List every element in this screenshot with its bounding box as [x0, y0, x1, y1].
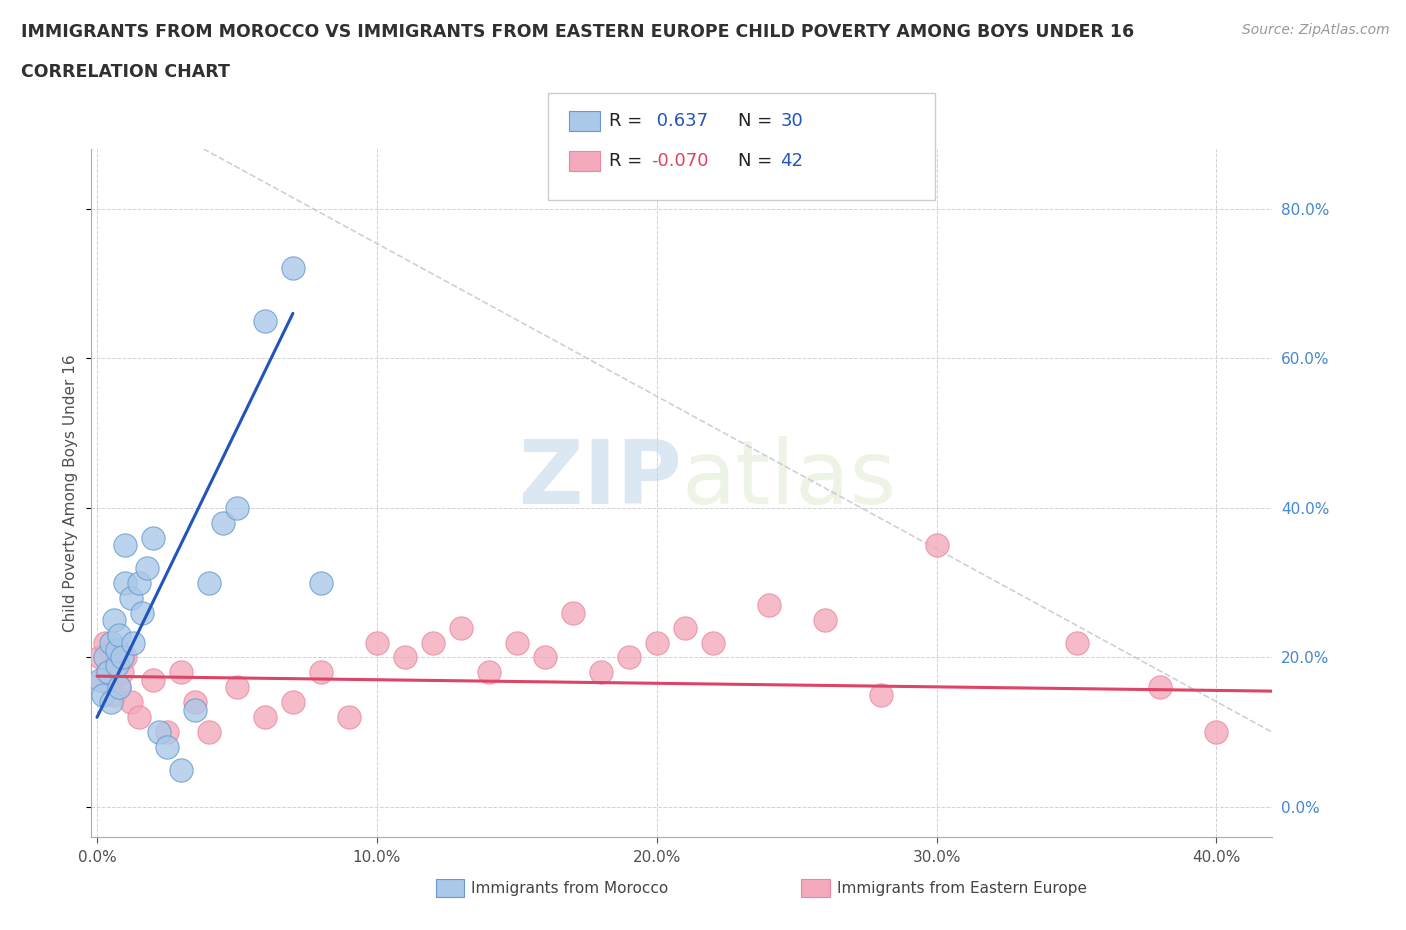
Point — [91, 672, 114, 687]
Point — [184, 695, 207, 710]
Text: 0.637: 0.637 — [651, 112, 709, 130]
Point — [91, 687, 114, 702]
Text: Immigrants from Morocco: Immigrants from Morocco — [471, 881, 668, 896]
Point — [111, 650, 134, 665]
Point — [450, 620, 472, 635]
Point — [1205, 724, 1227, 739]
Point — [120, 591, 142, 605]
Text: N =: N = — [738, 152, 778, 170]
Point — [758, 598, 780, 613]
Point — [105, 643, 128, 658]
Point — [148, 724, 170, 739]
Point — [100, 695, 122, 710]
Point — [103, 687, 125, 702]
Point — [1149, 680, 1171, 695]
Text: 42: 42 — [780, 152, 803, 170]
Point — [309, 665, 332, 680]
Point — [561, 605, 583, 620]
Point — [617, 650, 640, 665]
Point — [122, 635, 145, 650]
Text: Immigrants from Eastern Europe: Immigrants from Eastern Europe — [837, 881, 1087, 896]
Point — [337, 710, 360, 724]
Point — [114, 538, 136, 552]
Y-axis label: Child Poverty Among Boys Under 16: Child Poverty Among Boys Under 16 — [63, 354, 79, 631]
Point — [309, 576, 332, 591]
Point — [131, 605, 153, 620]
Point — [136, 560, 159, 575]
Point — [645, 635, 668, 650]
Text: -0.070: -0.070 — [651, 152, 709, 170]
Point — [97, 665, 120, 680]
Text: Source: ZipAtlas.com: Source: ZipAtlas.com — [1241, 23, 1389, 37]
Point — [869, 687, 891, 702]
Point — [156, 724, 179, 739]
Point — [100, 643, 122, 658]
Point — [814, 613, 837, 628]
Point — [925, 538, 948, 552]
Point — [226, 500, 249, 515]
Point — [253, 710, 276, 724]
Point — [394, 650, 416, 665]
Text: CORRELATION CHART: CORRELATION CHART — [21, 63, 231, 81]
Point — [170, 665, 193, 680]
Point — [198, 576, 221, 591]
Point — [253, 313, 276, 328]
Point — [226, 680, 249, 695]
Point — [128, 710, 150, 724]
Text: atlas: atlas — [682, 435, 897, 523]
Point — [1066, 635, 1088, 650]
Point — [120, 695, 142, 710]
Point — [94, 650, 117, 665]
Point — [184, 702, 207, 717]
Point — [702, 635, 724, 650]
Point — [212, 515, 235, 530]
Point — [506, 635, 529, 650]
Point — [156, 739, 179, 754]
Point — [89, 650, 111, 665]
Point — [533, 650, 555, 665]
Point — [114, 576, 136, 591]
Text: 30: 30 — [780, 112, 803, 130]
Point — [108, 680, 131, 695]
Point — [108, 628, 131, 643]
Text: R =: R = — [609, 152, 648, 170]
Point — [89, 672, 111, 687]
Point — [108, 680, 131, 695]
Point — [97, 665, 120, 680]
Point — [111, 665, 134, 680]
Point — [105, 658, 128, 672]
Point — [114, 650, 136, 665]
Point — [142, 672, 165, 687]
Point — [198, 724, 221, 739]
Point — [366, 635, 388, 650]
Text: N =: N = — [738, 112, 778, 130]
Text: IMMIGRANTS FROM MOROCCO VS IMMIGRANTS FROM EASTERN EUROPE CHILD POVERTY AMONG BO: IMMIGRANTS FROM MOROCCO VS IMMIGRANTS FR… — [21, 23, 1135, 41]
Point — [103, 613, 125, 628]
Point — [94, 635, 117, 650]
Point — [105, 658, 128, 672]
Point — [128, 576, 150, 591]
Point — [422, 635, 444, 650]
Point — [281, 261, 304, 276]
Text: ZIP: ZIP — [519, 435, 682, 523]
Point — [142, 530, 165, 545]
Point — [281, 695, 304, 710]
Point — [673, 620, 696, 635]
Point — [100, 635, 122, 650]
Point — [478, 665, 501, 680]
Point — [589, 665, 612, 680]
Text: R =: R = — [609, 112, 648, 130]
Point — [170, 763, 193, 777]
